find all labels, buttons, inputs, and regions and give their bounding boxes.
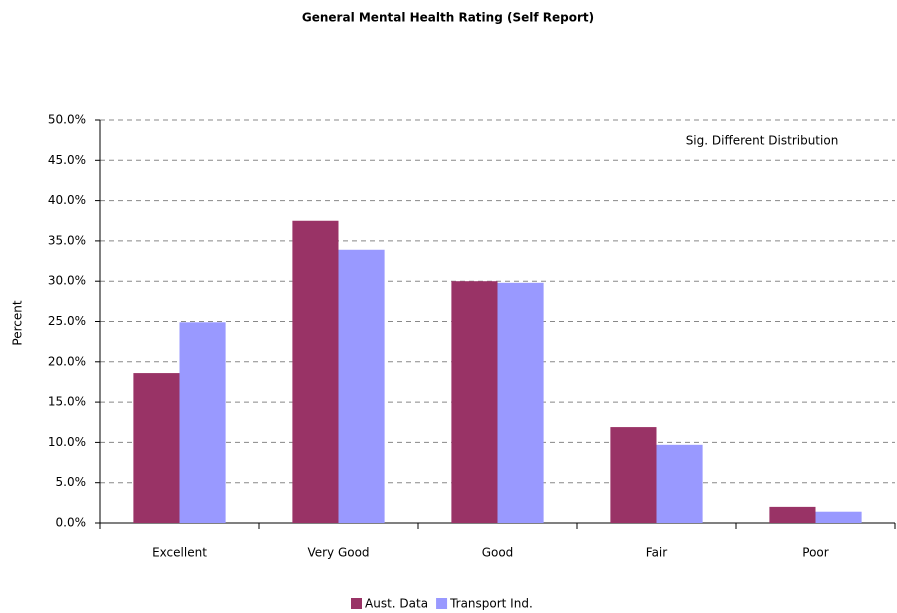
y-axis-label: Percent bbox=[11, 300, 25, 345]
chart-title: General Mental Health Rating (Self Repor… bbox=[302, 11, 594, 25]
y-tick-label: 45.0% bbox=[48, 153, 86, 167]
bar bbox=[656, 444, 703, 523]
bar bbox=[451, 281, 498, 523]
legend-swatch bbox=[351, 598, 362, 609]
bar bbox=[292, 220, 339, 523]
legend-swatch bbox=[436, 598, 448, 609]
y-tick-label: 35.0% bbox=[48, 233, 86, 247]
bar bbox=[815, 511, 862, 523]
y-tick-label: 15.0% bbox=[48, 395, 86, 409]
x-tick-label: Fair bbox=[646, 546, 667, 560]
x-tick-label: Very Good bbox=[307, 546, 369, 560]
legend-label: Aust. Data bbox=[365, 597, 428, 611]
y-tick-label: 10.0% bbox=[48, 435, 86, 449]
bar bbox=[769, 506, 816, 523]
y-tick-label: 20.0% bbox=[48, 354, 86, 368]
x-tick-label: Excellent bbox=[152, 546, 207, 560]
bar bbox=[179, 322, 226, 523]
bar bbox=[610, 427, 657, 523]
bar bbox=[497, 282, 544, 523]
y-tick-label: 0.0% bbox=[56, 516, 87, 530]
y-tick-label: 30.0% bbox=[48, 274, 86, 288]
y-tick-label: 40.0% bbox=[48, 193, 86, 207]
x-tick-label: Poor bbox=[802, 546, 828, 560]
legend-label: Transport Ind. bbox=[449, 597, 533, 611]
y-tick-label: 50.0% bbox=[48, 113, 86, 127]
y-tick-label: 5.0% bbox=[56, 475, 87, 489]
bar bbox=[133, 373, 180, 523]
annotation: Sig. Different Distribution bbox=[686, 134, 839, 148]
y-tick-label: 25.0% bbox=[48, 314, 86, 328]
bar bbox=[338, 249, 385, 524]
x-tick-label: Good bbox=[482, 546, 514, 560]
